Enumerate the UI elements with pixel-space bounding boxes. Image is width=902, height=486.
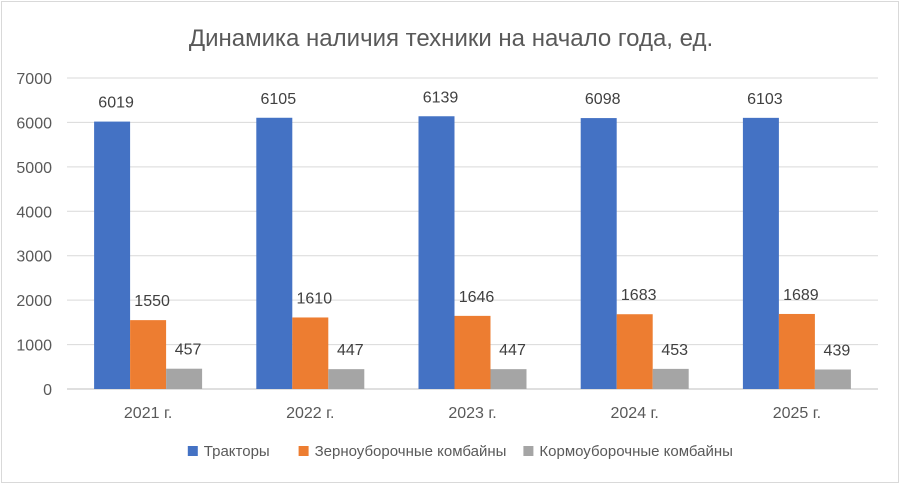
x-axis: 2021 г. 2022 г. 2023 г. 2024 г. 2025 г. [124, 405, 821, 422]
data-label: 1646 [459, 289, 495, 306]
x-tick-label: 2024 г. [611, 405, 659, 422]
data-label: 453 [661, 342, 688, 359]
legend-label: Тракторы [204, 443, 270, 460]
data-label: 439 [824, 342, 851, 359]
legend: Тракторы Зерноуборочные комбайны Кормоубор… [187, 443, 733, 460]
bar [778, 313, 815, 389]
gridlines [67, 77, 878, 390]
bar [418, 116, 455, 390]
bar [616, 314, 653, 389]
data-label: 1689 [783, 287, 819, 304]
y-axis: 0 1000 2000 3000 4000 5000 6000 7000 [16, 71, 52, 399]
legend-swatch [298, 446, 309, 456]
y-tick-label: 1000 [16, 338, 52, 355]
y-tick-label: 0 [43, 382, 52, 399]
legend-swatch [523, 446, 534, 456]
bars [94, 116, 851, 390]
data-label: 6103 [747, 91, 783, 108]
bar [292, 317, 329, 389]
data-label: 6105 [261, 91, 297, 108]
bar [94, 121, 131, 390]
data-label: 457 [175, 342, 202, 359]
data-label: 6098 [585, 91, 621, 108]
bar [130, 320, 167, 389]
data-label: 1610 [297, 290, 333, 307]
data-labels: 6019 1550 457 6105 1610 447 6139 1646 447 6098 168… [98, 89, 850, 359]
y-tick-label: 3000 [16, 249, 52, 266]
x-tick-label: 2021 г. [124, 405, 172, 422]
data-label: 447 [337, 342, 364, 359]
data-label: 1683 [621, 287, 657, 304]
bar [454, 315, 491, 389]
bar [328, 369, 365, 389]
bar [652, 368, 689, 389]
y-tick-label: 7000 [16, 71, 52, 88]
bar [256, 117, 293, 389]
bar [490, 369, 527, 389]
data-label: 6139 [423, 89, 459, 106]
y-tick-label: 4000 [16, 204, 52, 221]
chart-title: Динамика наличия техники на начало года,… [189, 25, 713, 52]
bar [166, 368, 203, 389]
y-tick-label: 6000 [16, 115, 52, 132]
data-label: 447 [499, 342, 526, 359]
bar [814, 369, 851, 389]
x-tick-label: 2023 г. [448, 405, 496, 422]
data-label: 6019 [98, 95, 134, 112]
bar [742, 117, 779, 390]
x-tick-label: 2022 г. [286, 405, 334, 422]
legend-swatch [187, 446, 198, 456]
legend-label: Кормоуборочные комбайны [539, 443, 733, 460]
y-tick-label: 2000 [16, 293, 52, 310]
bar [580, 118, 617, 389]
legend-label: Зерноуборочные комбайны [315, 443, 507, 460]
x-tick-label: 2025 г. [773, 405, 821, 422]
data-label: 1550 [134, 293, 170, 310]
y-tick-label: 5000 [16, 160, 52, 177]
